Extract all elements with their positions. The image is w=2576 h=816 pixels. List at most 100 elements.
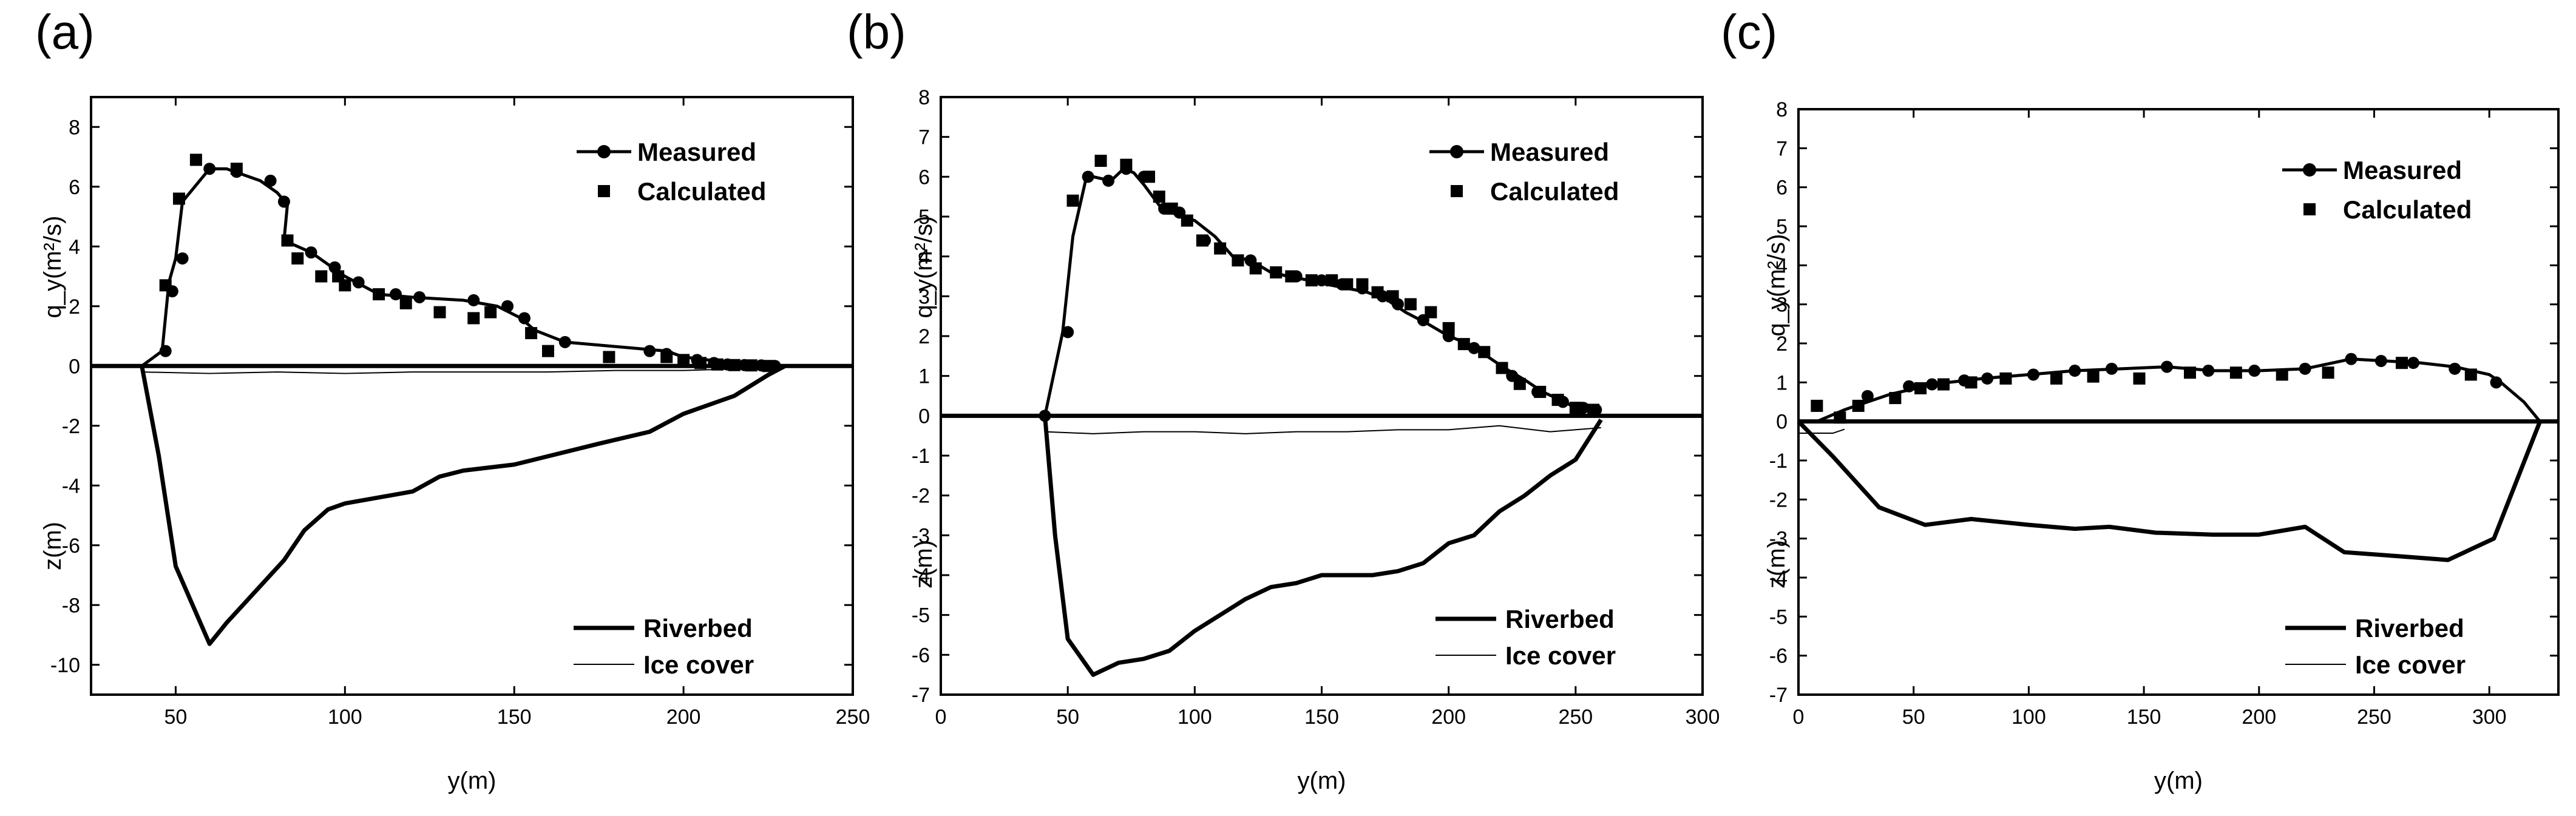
x-tick-label: 200 — [2242, 706, 2276, 729]
legend-ice-label: Ice cover — [643, 650, 754, 679]
measured-point — [2027, 368, 2039, 381]
measured-point — [2202, 365, 2215, 377]
y-tick-label: -7 — [1769, 684, 1788, 707]
calculated-point — [173, 192, 186, 205]
x-tick-label: 50 — [164, 706, 188, 729]
calculated-point — [189, 153, 202, 166]
series-line — [1045, 425, 1601, 434]
measured-point — [390, 288, 402, 301]
chart-panel-2: (c) 0 50 100 150 200 250 300 -7 -6 -5 -4 -3 -2 -1 0 1 2 3 4… — [1721, 5, 2560, 794]
calculated-point — [1143, 170, 1156, 183]
series-riverbed — [1797, 420, 2542, 562]
x-tick-label: 250 — [836, 706, 870, 729]
measured-point — [305, 246, 317, 259]
series-ice-cover — [141, 366, 785, 374]
calculated-point — [1386, 290, 1399, 303]
plot-frame — [1797, 108, 2560, 696]
calculated-point — [603, 351, 615, 363]
chart-panel-0: (a) 50 100 150 200 250 -10 -8 -6 -4 -2 0 2 4 6 8 y(m) q_y… — [35, 5, 870, 794]
calculated-point — [1305, 274, 1318, 287]
x-tick-label: 0 — [1793, 706, 1805, 729]
x-tick-label: 50 — [1056, 706, 1079, 729]
chart-panel-1: (b) 0 50 100 150 200 250 300 -7 -6 -5 -4 -3 -2 -1 0 1 2 3 4… — [847, 5, 1720, 794]
y-tick-label: 2 — [1776, 332, 1788, 356]
calculated-point — [2464, 368, 2477, 381]
x-tick-label: 300 — [1686, 706, 1720, 729]
calculated-point — [1914, 382, 1927, 394]
y-tick-label: -10 — [50, 654, 80, 677]
y-axis-label-bottom: z(m) — [1763, 540, 1790, 588]
calculated-point — [2276, 368, 2288, 381]
calculated-point — [1165, 202, 1178, 215]
y-axis-label-top: q_y(m²/s) — [39, 216, 66, 319]
calculated-point — [525, 327, 538, 340]
legend-measured-marker — [2303, 163, 2316, 177]
x-tick-label: 200 — [666, 706, 701, 729]
y-tick-label: 6 — [918, 166, 930, 189]
y-axis-label-bottom: z(m) — [910, 540, 937, 588]
y-tick-label: -6 — [1769, 645, 1788, 668]
measured-point — [2407, 357, 2419, 369]
calculated-point — [1852, 399, 1865, 412]
y-tick-label: 8 — [918, 86, 930, 109]
measured-point — [413, 291, 426, 303]
y-tick-label: 1 — [1776, 371, 1788, 394]
y-tick-label: -7 — [912, 684, 930, 707]
legend-ice-label: Ice cover — [2355, 650, 2466, 679]
legend-calculated-label: Calculated — [2343, 195, 2472, 224]
calculated-point — [1587, 403, 1600, 416]
x-axis-label: y(m) — [448, 767, 497, 794]
x-tick-label: 300 — [2472, 706, 2507, 729]
measured-point — [2374, 354, 2387, 367]
legend-riverbed-label: Riverbed — [1505, 605, 1615, 633]
panel-label: (b) — [847, 5, 906, 59]
measured-point — [1082, 170, 1094, 183]
measured-point — [2345, 352, 2357, 365]
calculated-point — [467, 312, 480, 325]
calculated-point — [230, 163, 243, 175]
calculated-point — [339, 279, 351, 292]
calculated-point — [1442, 322, 1455, 334]
legend-calculated-marker — [2303, 203, 2316, 215]
calculated-point — [281, 234, 294, 247]
calculated-point — [2087, 370, 2100, 383]
y-axis-label-top: q_y(m²/s) — [910, 216, 937, 319]
calculated-point — [542, 345, 554, 357]
calculated-point — [1341, 278, 1354, 291]
series-riverbed — [140, 364, 787, 646]
legend-calculated-label: Calculated — [1490, 177, 1619, 206]
measured-point — [203, 163, 216, 175]
y-tick-label: -4 — [62, 474, 80, 497]
legend-ice-label: Ice cover — [1505, 641, 1616, 670]
calculated-point — [1569, 402, 1582, 414]
calculated-point — [1181, 214, 1193, 227]
calculated-point — [484, 306, 497, 319]
measured-point — [2105, 362, 2118, 375]
calculated-point — [762, 360, 774, 373]
legend-calculated-marker — [598, 185, 610, 197]
calculated-point — [2396, 357, 2408, 369]
measured-point — [501, 300, 514, 312]
series-ice-cover — [1798, 428, 1845, 434]
calculated-point — [694, 357, 707, 369]
y-tick-label: 8 — [69, 116, 80, 139]
legend-measured-label: Measured — [637, 138, 756, 166]
y-tick-label: -5 — [912, 604, 930, 627]
y-tick-label: 8 — [1776, 98, 1788, 121]
series-line — [1798, 428, 1845, 434]
y-tick-label: -2 — [912, 485, 930, 508]
calculated-point — [1834, 411, 1846, 424]
measured-point — [1468, 342, 1480, 354]
x-tick-label: 250 — [2357, 706, 2391, 729]
y-tick-label: 7 — [1776, 137, 1788, 160]
calculated-point — [2229, 366, 2242, 379]
x-axis-label: y(m) — [1298, 767, 1346, 794]
calculated-point — [1534, 385, 1547, 398]
y-tick-label: 5 — [1776, 215, 1788, 238]
series-line — [1043, 416, 1603, 677]
y-tick-label: -5 — [1769, 605, 1788, 629]
calculated-point — [1066, 194, 1079, 207]
calculated-point — [745, 359, 758, 372]
y-tick-label: -1 — [1769, 450, 1788, 473]
y-tick-label: -3 — [1769, 528, 1788, 551]
